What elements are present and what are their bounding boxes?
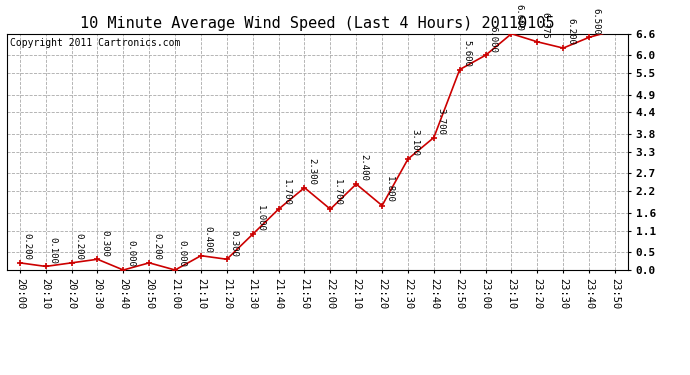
Text: 1.700: 1.700	[333, 180, 342, 206]
Text: 2.400: 2.400	[359, 154, 368, 182]
Text: 0.000: 0.000	[126, 240, 135, 267]
Text: 6.200: 6.200	[566, 18, 575, 45]
Text: 6.700: 6.700	[0, 374, 1, 375]
Text: 0.200: 0.200	[75, 233, 83, 260]
Text: 1.800: 1.800	[385, 176, 394, 203]
Text: 0.300: 0.300	[230, 230, 239, 256]
Title: 10 Minute Average Wind Speed (Last 4 Hours) 20110105: 10 Minute Average Wind Speed (Last 4 Hou…	[80, 16, 555, 31]
Text: 6.000: 6.000	[489, 26, 497, 53]
Text: 6.600: 6.600	[514, 4, 523, 31]
Text: 0.300: 0.300	[100, 230, 109, 256]
Text: 2.300: 2.300	[307, 158, 316, 185]
Text: 6.375: 6.375	[540, 12, 549, 39]
Text: 6.500: 6.500	[592, 8, 601, 34]
Text: 0.200: 0.200	[152, 233, 161, 260]
Text: 3.100: 3.100	[411, 129, 420, 156]
Text: 1.700: 1.700	[282, 180, 290, 206]
Text: 0.200: 0.200	[23, 233, 32, 260]
Text: 0.000: 0.000	[178, 240, 187, 267]
Text: 0.100: 0.100	[48, 237, 57, 264]
Text: 3.700: 3.700	[437, 108, 446, 135]
Text: 5.600: 5.600	[462, 40, 471, 67]
Text: Copyright 2011 Cartronics.com: Copyright 2011 Cartronics.com	[10, 39, 180, 48]
Text: 1.000: 1.000	[255, 204, 264, 231]
Text: 0.400: 0.400	[204, 226, 213, 253]
